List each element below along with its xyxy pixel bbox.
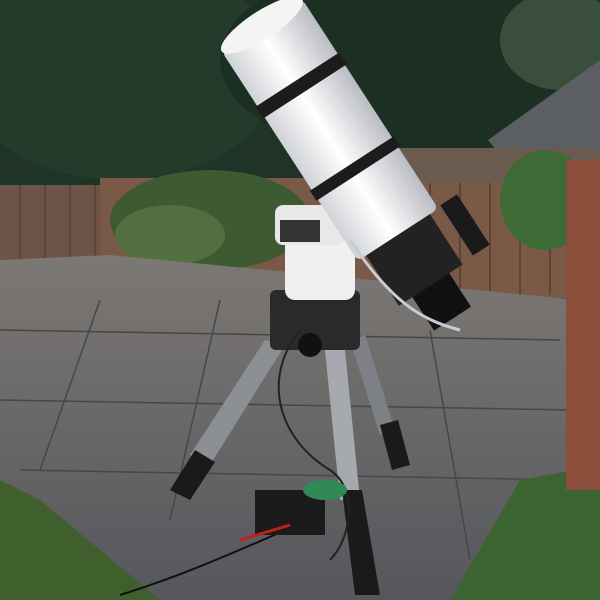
- cable-reel: [303, 480, 347, 500]
- shed-roof: [488, 60, 600, 155]
- brick-wall: [566, 160, 600, 490]
- telescope: [220, 0, 471, 331]
- tree: [500, 0, 600, 90]
- tree: [0, 0, 280, 180]
- plants: [450, 470, 600, 600]
- fence-left: [0, 185, 110, 260]
- patio: [0, 255, 600, 600]
- tripod: [170, 335, 410, 595]
- cable: [348, 239, 461, 332]
- ivy: [115, 205, 225, 265]
- mount: [270, 205, 360, 357]
- finder: [440, 194, 490, 256]
- grass: [0, 480, 160, 600]
- cable: [277, 329, 350, 561]
- red-cable: [239, 523, 291, 542]
